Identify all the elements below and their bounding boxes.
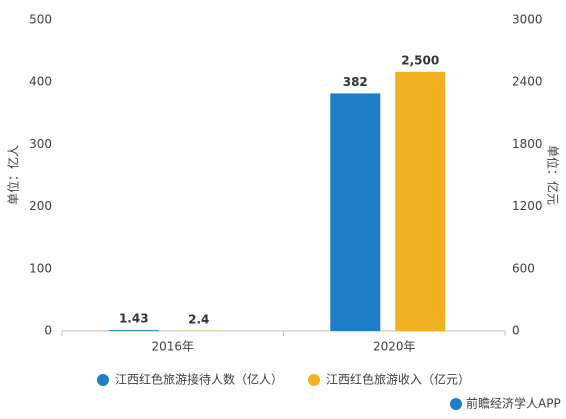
source: 前瞻经济学人APP (466, 396, 561, 411)
y2-tick-label: 0 (512, 324, 520, 338)
bar (330, 93, 380, 331)
y-tick-label: 100 (29, 261, 52, 275)
bar (395, 72, 445, 331)
y-tick-label: 200 (29, 199, 52, 213)
bar (109, 330, 159, 331)
source-icon (450, 398, 462, 410)
x-tick-label: 2020年 (373, 340, 416, 354)
y2-axis-title: 单位：亿元 (546, 145, 561, 205)
value-label: 382 (343, 75, 368, 89)
y-axis-title: 单位：亿人 (6, 145, 21, 205)
y-tick-label: 400 (29, 75, 52, 89)
y2-tick-label: 1800 (512, 137, 543, 151)
legend-swatch (97, 374, 109, 386)
legend-label: 江西红色旅游接待人数（亿人） (115, 372, 283, 387)
y-tick-label: 500 (29, 13, 52, 27)
y2-tick-label: 3000 (512, 13, 543, 27)
legend-swatch (308, 374, 320, 386)
y2-tick-label: 1200 (512, 199, 543, 213)
value-label: 1.43 (119, 312, 149, 326)
value-label: 2,500 (401, 53, 439, 67)
value-label: 2.4 (188, 312, 209, 326)
y2-tick-label: 600 (512, 261, 535, 275)
y-tick-label: 300 (29, 137, 52, 151)
y2-tick-label: 2400 (512, 75, 543, 89)
y-tick-label: 0 (44, 324, 52, 338)
x-tick-label: 2016年 (151, 340, 194, 354)
legend-label: 江西红色旅游收入（亿元） (326, 372, 470, 387)
